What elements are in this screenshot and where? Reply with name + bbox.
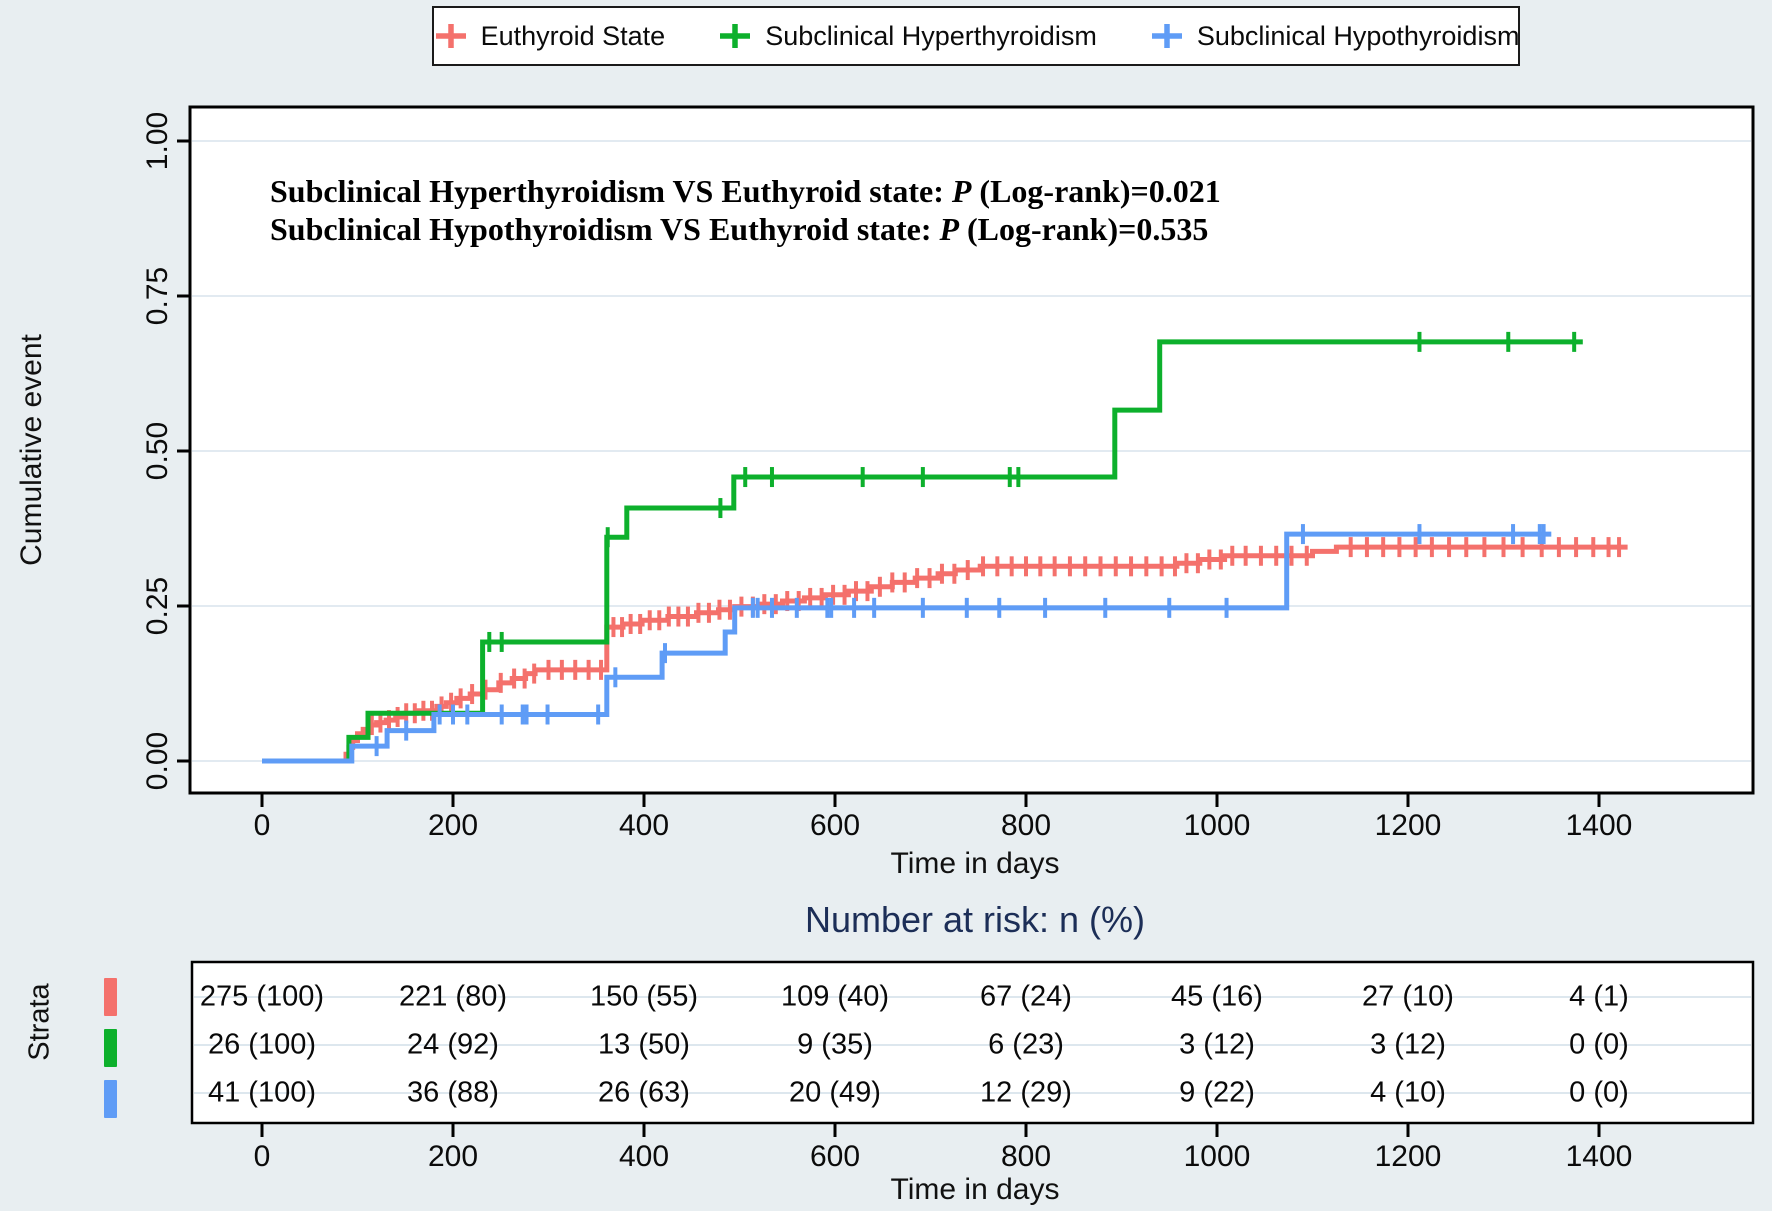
strata-swatch-hyper	[104, 1029, 117, 1067]
x-tick-label-600: 600	[809, 809, 861, 842]
risk-x-tick-label-1400: 1400	[1565, 1140, 1633, 1173]
risk-x-tick-label-600: 600	[809, 1140, 861, 1173]
legend-item-hypo: Subclinical Hypothyroidism	[1149, 20, 1520, 52]
plus-mark-icon-hypo	[1151, 24, 1182, 48]
y-tick-label-0.75: 0.75	[141, 266, 174, 326]
risk-cell-r2-c3: 20 (49)	[789, 1076, 881, 1109]
risk-x-tick-label-0: 0	[253, 1140, 271, 1173]
risk-cell-r0-c0: 275 (100)	[199, 980, 325, 1013]
risk-cell-r0-c1: 221 (80)	[398, 980, 508, 1013]
strata-label: Strata	[23, 983, 56, 1061]
risk-cell-r0-c2: 150 (55)	[589, 980, 699, 1013]
y-tick-label-0.00: 0.00	[141, 731, 174, 791]
risk-cell-r1-c1: 24 (92)	[407, 1028, 499, 1061]
legend-label-hyper: Subclinical Hyperthyroidism	[765, 20, 1097, 51]
risk-cell-r2-c0: 41 (100)	[207, 1076, 317, 1109]
risk-cell-r0-c7: 4 (1)	[1569, 980, 1629, 1013]
plus-mark-icon-euthyroid	[435, 24, 466, 48]
risk-cell-r1-c0: 26 (100)	[207, 1028, 317, 1061]
risk-x-tick-label-200: 200	[427, 1140, 479, 1173]
x-tick-label-200: 200	[427, 809, 479, 842]
risk-x-tick-label-1200: 1200	[1374, 1140, 1442, 1173]
risk-cell-r1-c4: 6 (23)	[988, 1028, 1064, 1061]
risk-cell-r2-c7: 0 (0)	[1569, 1076, 1629, 1109]
risk-cell-r0-c6: 27 (10)	[1362, 980, 1454, 1013]
risk-table-panel	[190, 960, 1755, 1125]
legend-item-euthyroid: Euthyroid State	[433, 20, 666, 52]
plus-mark-icon-hyper	[720, 24, 751, 48]
risk-cell-r2-c1: 36 (88)	[407, 1076, 499, 1109]
x-tick-label-1000: 1000	[1183, 809, 1251, 842]
x-tick-label-1200: 1200	[1374, 809, 1442, 842]
logrank-line-hypothyroidism: Subclinical Hypothyroidism VS Euthyroid …	[270, 211, 1209, 247]
risk-cell-r0-c4: 67 (24)	[980, 980, 1072, 1013]
strata-swatch-euthyroid	[104, 978, 117, 1016]
x-tick-label-0: 0	[253, 809, 271, 842]
legend-label-euthyroid: Euthyroid State	[480, 20, 666, 51]
risk-cell-r0-c3: 109 (40)	[780, 980, 890, 1013]
risk-cell-r1-c5: 3 (12)	[1179, 1028, 1255, 1061]
risk-cell-r1-c6: 3 (12)	[1370, 1028, 1446, 1061]
y-tick-label-0.50: 0.50	[141, 421, 174, 481]
risk-cell-r1-c3: 9 (35)	[797, 1028, 873, 1061]
risk-x-tick-label-800: 800	[1000, 1140, 1052, 1173]
legend: Euthyroid State Subclinical Hyperthyroidi…	[432, 6, 1520, 66]
km-curve-hyper	[262, 339, 1583, 764]
y-axis-title: Cumulative event	[15, 334, 48, 566]
legend-item-hyper: Subclinical Hyperthyroidism	[717, 21, 1097, 52]
legend-label-hypo: Subclinical Hypothyroidism	[1196, 20, 1520, 51]
risk-table-title: Number at risk: n (%)	[804, 899, 1146, 940]
risk-cell-r2-c6: 4 (10)	[1370, 1076, 1446, 1109]
risk-cell-r2-c4: 12 (29)	[980, 1076, 1072, 1109]
risk-cell-r1-c2: 13 (50)	[598, 1028, 690, 1061]
risk-cell-r0-c5: 45 (16)	[1171, 980, 1263, 1013]
risk-x-tick-label-400: 400	[618, 1140, 670, 1173]
risk-x-tick-label-1000: 1000	[1183, 1140, 1251, 1173]
y-tick-label-1.00: 1.00	[141, 111, 174, 171]
y-tick-label-0.25: 0.25	[141, 576, 174, 636]
x-tick-label-400: 400	[618, 809, 670, 842]
x-tick-label-1400: 1400	[1565, 809, 1633, 842]
x-axis-title: Time in days	[890, 847, 1060, 880]
risk-x-axis-title: Time in days	[890, 1173, 1060, 1206]
logrank-annotation: Subclinical Hyperthyroidism VS Euthyroid…	[270, 172, 1221, 248]
x-tick-label-800: 800	[1000, 809, 1052, 842]
risk-cell-r1-c7: 0 (0)	[1569, 1028, 1629, 1061]
strata-swatch-hypo	[104, 1080, 117, 1118]
risk-cell-r2-c5: 9 (22)	[1179, 1076, 1255, 1109]
risk-cell-r2-c2: 26 (63)	[598, 1076, 690, 1109]
logrank-line-hyperthyroidism: Subclinical Hyperthyroidism VS Euthyroid…	[270, 173, 1221, 209]
